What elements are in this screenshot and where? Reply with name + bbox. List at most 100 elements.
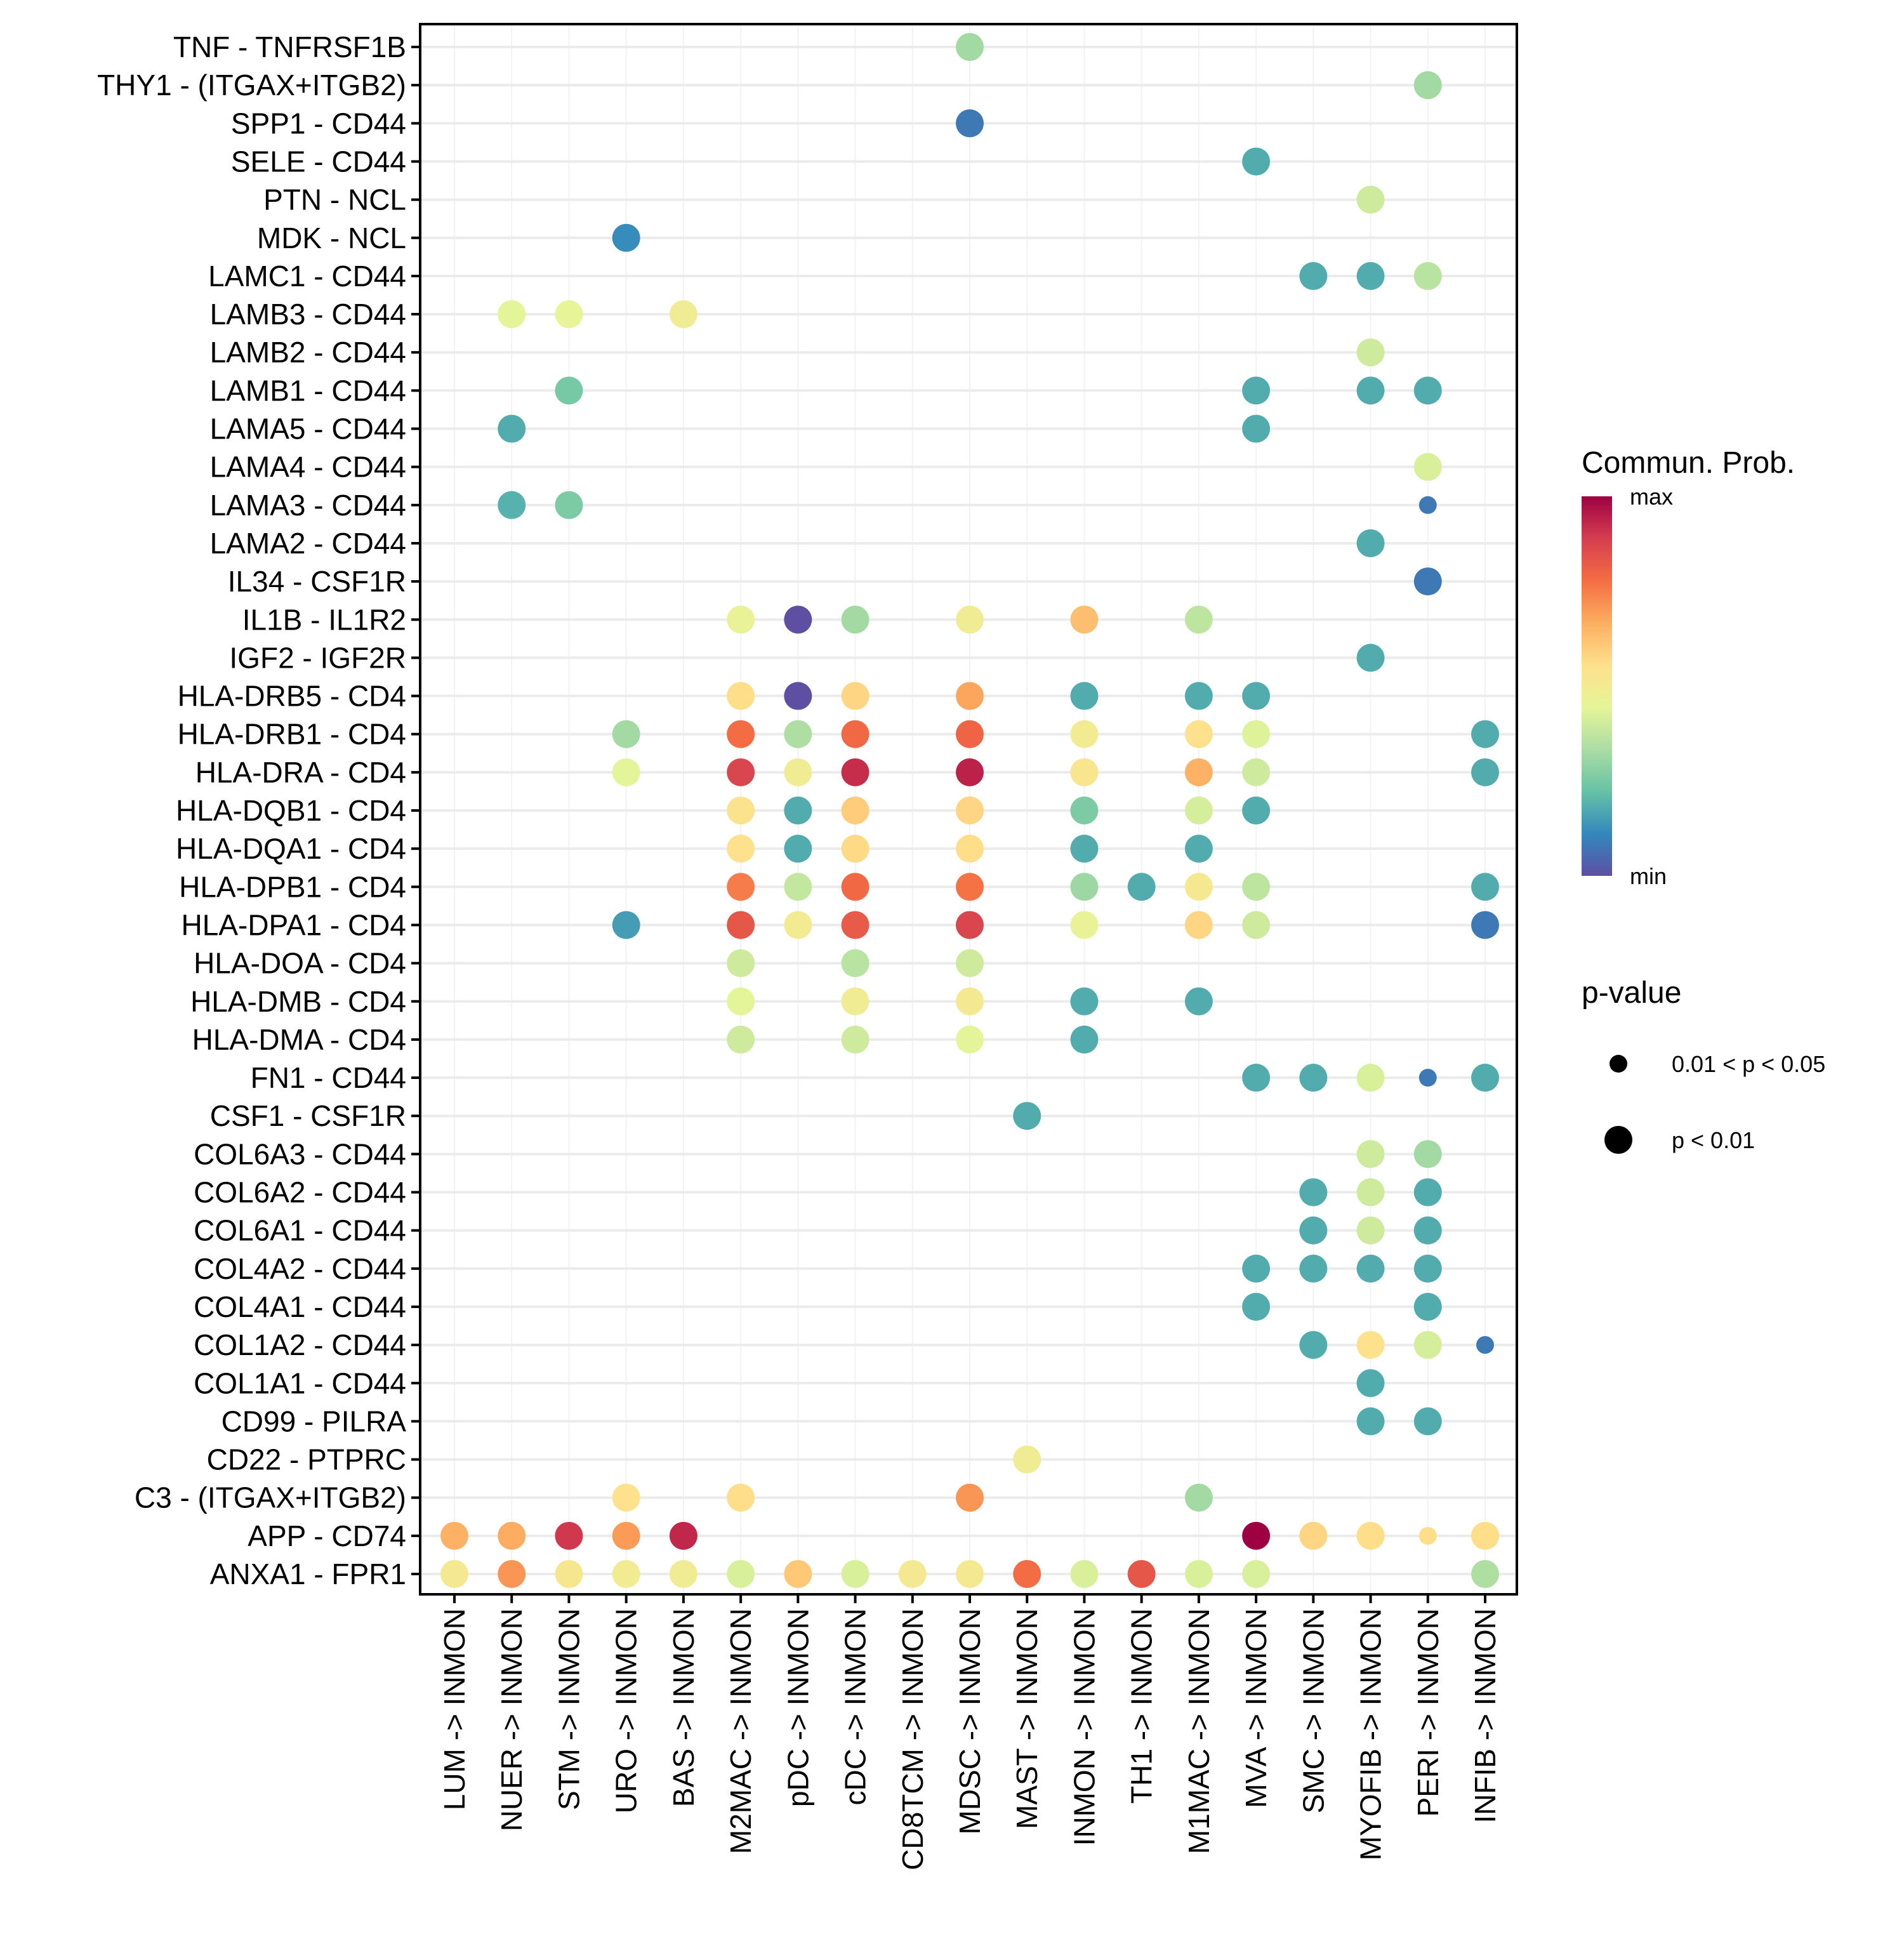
y-tick-label: LAMB2 - CD44 bbox=[210, 336, 406, 369]
data-point bbox=[1242, 1064, 1271, 1092]
data-point bbox=[555, 1521, 583, 1550]
data-point bbox=[1070, 1025, 1099, 1054]
data-point bbox=[1184, 835, 1213, 863]
data-point bbox=[841, 911, 869, 939]
data-point bbox=[1413, 567, 1442, 596]
data-point bbox=[956, 1483, 984, 1512]
data-point bbox=[898, 1560, 927, 1588]
y-tick-label: HLA-DPA1 - CD4 bbox=[182, 908, 406, 941]
data-point bbox=[555, 376, 583, 405]
y-tick-label: CD99 - PILRA bbox=[221, 1405, 407, 1438]
size-legend-title: p-value bbox=[1582, 976, 1681, 1010]
data-point bbox=[956, 33, 984, 61]
data-point bbox=[1356, 1407, 1385, 1436]
x-tick-label: INMON -> INMON bbox=[1068, 1608, 1101, 1846]
y-tick-label: SELE - CD44 bbox=[231, 145, 406, 178]
data-point bbox=[1242, 720, 1271, 748]
data-point bbox=[1242, 758, 1271, 786]
data-point bbox=[1184, 605, 1213, 634]
data-point bbox=[669, 1521, 697, 1550]
data-point bbox=[1471, 873, 1499, 901]
y-tick-label: LAMC1 - CD44 bbox=[208, 260, 406, 293]
y-axis: TNF - TNFRSF1B THY1 - (ITGAX+ITGB2) SPP1 -… bbox=[97, 30, 420, 1591]
data-point bbox=[956, 987, 984, 1015]
y-tick-label: TNF - TNFRSF1B bbox=[173, 30, 406, 63]
y-tick-label: HLA-DQA1 - CD4 bbox=[176, 832, 406, 865]
y-tick-label: CD22 - PTPRC bbox=[207, 1443, 406, 1476]
size-key-large-dot bbox=[1604, 1126, 1632, 1154]
data-point bbox=[727, 605, 755, 634]
data-point bbox=[1471, 720, 1499, 748]
y-tick-label: PTN - NCL bbox=[263, 183, 406, 216]
data-point bbox=[498, 491, 526, 519]
data-point bbox=[612, 223, 640, 252]
x-tick-label: pDC -> INMON bbox=[781, 1608, 814, 1807]
data-point bbox=[1356, 1369, 1385, 1398]
data-point bbox=[956, 873, 984, 901]
data-point bbox=[1471, 758, 1499, 786]
x-tick-label: M1MAC -> INMON bbox=[1182, 1608, 1215, 1854]
data-point bbox=[1299, 1178, 1328, 1207]
data-point bbox=[784, 873, 812, 901]
data-point bbox=[727, 1483, 755, 1512]
data-point bbox=[1471, 1064, 1499, 1092]
x-tick-label: NUER -> INMON bbox=[495, 1608, 528, 1831]
data-point bbox=[555, 1560, 583, 1588]
y-tick-label: HLA-DMB - CD4 bbox=[190, 985, 406, 1018]
data-point bbox=[440, 1521, 468, 1550]
data-point bbox=[612, 1560, 640, 1588]
data-point bbox=[727, 1025, 755, 1054]
data-point bbox=[1242, 873, 1271, 901]
data-point bbox=[1070, 835, 1099, 863]
data-point bbox=[1242, 1560, 1271, 1588]
data-point bbox=[1299, 1331, 1328, 1359]
data-point bbox=[555, 491, 583, 519]
data-point bbox=[1413, 453, 1442, 481]
data-point bbox=[784, 682, 812, 710]
data-point bbox=[1242, 911, 1271, 939]
data-point bbox=[784, 605, 812, 634]
y-tick-label: LAMB3 - CD44 bbox=[210, 298, 406, 331]
data-point bbox=[841, 797, 869, 824]
y-tick-label: COL1A1 - CD44 bbox=[194, 1366, 406, 1399]
y-tick-label: IL1B - IL1R2 bbox=[242, 603, 406, 636]
data-point bbox=[1070, 797, 1099, 824]
data-point bbox=[784, 911, 812, 939]
y-tick-label: MDK - NCL bbox=[257, 222, 406, 255]
data-point bbox=[727, 797, 755, 824]
data-point bbox=[612, 720, 640, 748]
x-tick-label: M2MAC -> INMON bbox=[724, 1608, 757, 1854]
data-point bbox=[1127, 1560, 1156, 1588]
data-point bbox=[1356, 1140, 1385, 1168]
y-tick-label: LAMB1 - CD44 bbox=[210, 374, 406, 407]
data-point bbox=[1070, 873, 1099, 901]
data-point bbox=[956, 949, 984, 977]
data-point bbox=[1356, 185, 1385, 214]
x-tick-label: MVA -> INMON bbox=[1240, 1608, 1273, 1808]
y-tick-label: LAMA2 - CD44 bbox=[210, 527, 406, 560]
data-point bbox=[1013, 1445, 1041, 1474]
data-point bbox=[1356, 1331, 1385, 1359]
data-point bbox=[727, 835, 755, 863]
y-tick-label: COL1A2 - CD44 bbox=[194, 1328, 406, 1361]
data-point bbox=[841, 1560, 869, 1588]
size-legend: p-value 0.01 < p < 0.05 p < 0.01 bbox=[1582, 976, 1825, 1154]
data-point bbox=[1184, 911, 1213, 939]
data-point bbox=[841, 605, 869, 634]
data-point bbox=[727, 758, 755, 786]
y-tick-label: COL4A1 - CD44 bbox=[194, 1290, 406, 1323]
data-point bbox=[727, 682, 755, 710]
data-point bbox=[1356, 644, 1385, 672]
data-point bbox=[669, 1560, 697, 1588]
data-point bbox=[727, 720, 755, 748]
data-point bbox=[1184, 987, 1213, 1015]
data-point bbox=[1242, 376, 1271, 405]
data-point bbox=[1413, 1254, 1442, 1283]
data-point bbox=[1013, 1102, 1041, 1130]
data-point bbox=[841, 720, 869, 748]
data-point bbox=[784, 797, 812, 824]
data-point bbox=[727, 911, 755, 939]
data-point bbox=[1356, 1254, 1385, 1283]
y-tick-label: COL4A2 - CD44 bbox=[194, 1252, 406, 1285]
